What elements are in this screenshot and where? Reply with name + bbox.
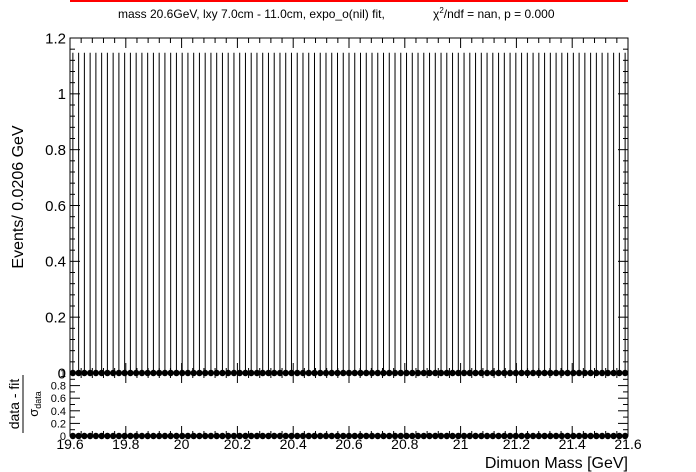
x-tick-label: 21: [453, 436, 469, 452]
x-tick-label: 20: [174, 436, 190, 452]
y-tick-label: 0.4: [51, 406, 66, 418]
main-y-axis-label: Events/ 0.0206 GeV: [10, 125, 27, 269]
pull-y-label-subscript: data: [33, 391, 43, 409]
x-tick-label: 21.2: [503, 436, 530, 452]
x-tick-label: 21.6: [614, 436, 641, 452]
y-tick-label: 0.2: [51, 418, 66, 430]
y-tick-label: 0.2: [45, 310, 66, 327]
fit-statistic: χ2/ndf = nan, p = 0.000: [433, 6, 555, 21]
y-tick-label: 1.2: [45, 30, 66, 47]
y-tick-label: 1: [60, 368, 66, 380]
pull-y-axis-label: data - fit σdata: [6, 375, 43, 433]
pull-plot-frame: [69, 372, 629, 437]
x-tick-label: 19.6: [56, 436, 83, 452]
x-tick-label: 20.4: [280, 436, 307, 452]
pull-y-label-denominator: σdata: [26, 391, 43, 417]
main-y-tick-labels: 0 0.2 0.4 0.6 0.8 1 1.2: [45, 30, 66, 382]
pull-y-tick-labels: 00.20.40.60.81: [51, 368, 66, 443]
y-tick-label: 0.8: [51, 381, 66, 393]
y-tick-label: 0.6: [45, 198, 66, 215]
y-tick-label: 0.8: [45, 142, 66, 159]
x-tick-label: 20.6: [335, 436, 362, 452]
x-tick-label: 20.2: [224, 436, 251, 452]
main-y-ticks: [70, 37, 628, 374]
x-axis-label: Dimuon Mass [GeV]: [485, 455, 628, 472]
x-tick-label: 20.8: [391, 436, 418, 452]
fit-statistic-rest: /ndf = nan, p = 0.000: [444, 7, 555, 21]
pull-x-tick-labels: 19.6 19.8 20 20.2 20.4 20.6 20.8 21 21.2 21.4 21.6: [56, 436, 641, 452]
x-tick-label: 21.4: [559, 436, 586, 452]
pull-y-label-numerator: data - fit: [6, 379, 22, 430]
y-tick-label: 1: [58, 86, 66, 103]
chart-title: mass 20.6GeV, lxy 7.0cm - 11.0cm, expo_o…: [118, 7, 385, 21]
main-error-bars: [72, 52, 626, 373]
y-tick-label: 0: [60, 431, 66, 443]
chi-exponent: 2: [439, 6, 444, 15]
title-bar-line: [70, 0, 628, 2]
pull-x-ticks: [69, 373, 629, 436]
chi-symbol: χ: [433, 7, 440, 21]
y-tick-label: 0: [58, 365, 66, 382]
x-tick-label: 19.8: [112, 436, 139, 452]
y-tick-label: 0.4: [45, 254, 66, 271]
y-tick-label: 0.6: [51, 393, 66, 405]
pull-y-label-sigma: σ: [26, 409, 41, 417]
